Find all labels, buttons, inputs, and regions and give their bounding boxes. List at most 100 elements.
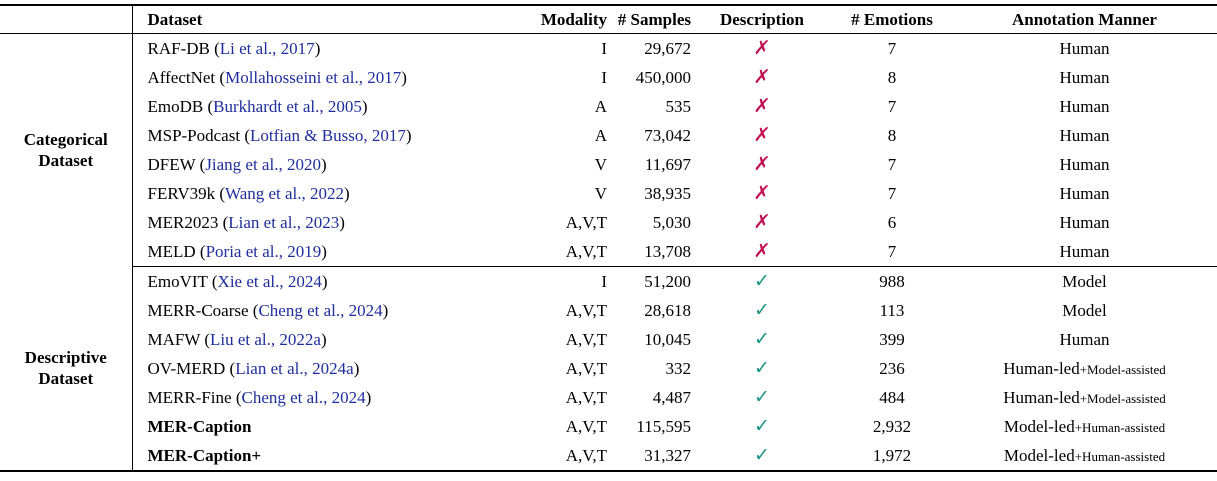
annotation-small: +Human-assisted [1074,448,1166,464]
table-row: MERR-Fine (Cheng et al., 2024) A,V,T 4,4… [0,383,1217,412]
check-icon: ✓ [754,443,770,466]
header-samples: # Samples [608,5,692,34]
modality-cell: V [594,154,607,174]
cite-paren: ) [339,212,345,232]
emotions-cell: 8 [887,125,897,145]
cite-paren: ( [231,387,242,407]
samples-cell: 38,935 [644,183,691,203]
cross-icon: ✗ [752,181,772,204]
citation-link[interactable]: Burkhardt et al., 2005 [213,96,362,116]
header-dataset: Dataset [132,5,520,34]
cite-paren: ) [365,387,372,407]
annotation-cell: Human [952,179,1217,208]
annotation-cell: Model-led+Human-assisted [952,412,1217,441]
dataset-cell: MER-Caption [132,412,520,441]
description-cell: ✗ [692,179,832,208]
cross-icon: ✗ [752,239,772,262]
dataset-cell: MSP-Podcast (Lotfian & Busso, 2017) [132,121,520,150]
dataset-name: MER-Caption [147,416,252,436]
emotions-cell: 8 [887,67,897,87]
datasets-comparison-table: Dataset Modality # Samples Description #… [0,4,1217,472]
dataset-name: MELD [147,241,196,261]
cite-paren: ) [321,241,327,261]
cross-icon: ✗ [752,65,772,88]
modality-cell: I [601,38,607,58]
dataset-name: MER2023 [147,212,219,232]
citation-link[interactable]: Poria et al., 2019 [205,241,322,261]
table-row: MER-Caption+ A,V,T 31,327 ✓ 1,972 Model-… [0,441,1217,471]
cross-icon: ✗ [752,36,772,59]
description-cell: ✗ [692,63,832,92]
description-cell: ✗ [692,121,832,150]
citation-link[interactable]: Xie et al., 2024 [217,271,322,291]
description-cell: ✓ [692,325,832,354]
dataset-name: AffectNet [147,67,216,87]
dataset-cell: RAF-DB (Li et al., 2017) [132,34,520,64]
annotation-cell: Human-led+Model-assisted [952,383,1217,412]
annotation-cell: Human [952,325,1217,354]
modality-cell: A [594,96,607,116]
modality-cell: A,V,T [565,445,607,465]
emotions-cell: 7 [887,38,897,58]
citation-link[interactable]: Cheng et al., 2024 [241,387,366,407]
header-emotions: # Emotions [832,5,952,34]
samples-cell: 4,487 [652,387,691,407]
annotation-cell: Human [952,92,1217,121]
modality-cell: I [601,67,607,87]
group-label-descriptive: Descriptive Dataset [0,266,133,471]
annotation-cell: Model [952,267,1217,297]
citation-link[interactable]: Liu et al., 2022a [210,329,321,349]
check-icon: ✓ [754,385,770,408]
dataset-cell: EmoVIT (Xie et al., 2024) [132,267,520,297]
cite-paren: ( [195,154,206,174]
citation-link[interactable]: Mollahosseini et al., 2017 [225,67,402,87]
citation-link[interactable]: Jiang et al., 2020 [205,154,321,174]
table-row: MER2023 (Lian et al., 2023) A,V,T 5,030 … [0,208,1217,237]
samples-cell: 10,045 [644,329,691,349]
dataset-name: MERR-Coarse [147,300,249,320]
dataset-name: MERR-Fine [147,387,232,407]
samples-cell: 332 [665,358,692,378]
annotation-cell: Human [952,121,1217,150]
cross-icon: ✗ [752,210,772,233]
table-row: MER-Caption A,V,T 115,595 ✓ 2,932 Model-… [0,412,1217,441]
cite-paren: ( [195,241,206,261]
citation-link[interactable]: Lotfian & Busso, 2017 [250,125,406,145]
annotation-main: Human [1059,183,1110,203]
header-modality: Modality [520,5,608,34]
cite-paren: ) [401,67,407,87]
annotation-cell: Human [952,150,1217,179]
citation-link[interactable]: Cheng et al., 2024 [258,300,383,320]
dataset-cell: MERR-Fine (Cheng et al., 2024) [132,383,520,412]
samples-cell: 11,697 [644,154,691,174]
emotions-cell: 988 [879,271,905,291]
annotation-cell: Human [952,237,1217,267]
cite-paren: ( [240,125,250,145]
description-cell: ✗ [692,150,832,179]
cite-paren: ( [218,212,229,232]
annotation-main: Human-led [1003,358,1080,378]
cite-paren: ( [248,300,259,320]
citation-link[interactable]: Li et al., 2017 [219,38,315,58]
emotions-cell: 7 [887,154,897,174]
table-row: Categorical Dataset RAF-DB (Li et al., 2… [0,33,1217,267]
description-cell: ✓ [692,412,832,441]
emotions-cell: 2,932 [872,416,912,436]
annotation-main: Model-led [1003,445,1075,465]
modality-cell: I [601,271,607,291]
citation-link[interactable]: Wang et al., 2022 [225,183,345,203]
cite-paren: ) [320,329,327,349]
cite-paren: ( [200,329,211,349]
modality-cell: A,V,T [520,237,608,267]
citation-link[interactable]: Lian et al., 2024a [235,358,354,378]
citation-link[interactable]: Lian et al., 2023 [228,212,340,232]
cite-paren: ) [382,300,389,320]
check-icon: ✓ [754,356,770,379]
samples-cell: 51,200 [644,271,691,291]
header-group [0,5,133,34]
description-cell: ✓ [692,296,832,325]
table-row: OV-MERD (Lian et al., 2024a) A,V,T 332 ✓… [0,354,1217,383]
header-description: Description [692,5,832,34]
description-cell: ✗ [692,208,832,237]
cross-icon: ✗ [752,94,772,117]
